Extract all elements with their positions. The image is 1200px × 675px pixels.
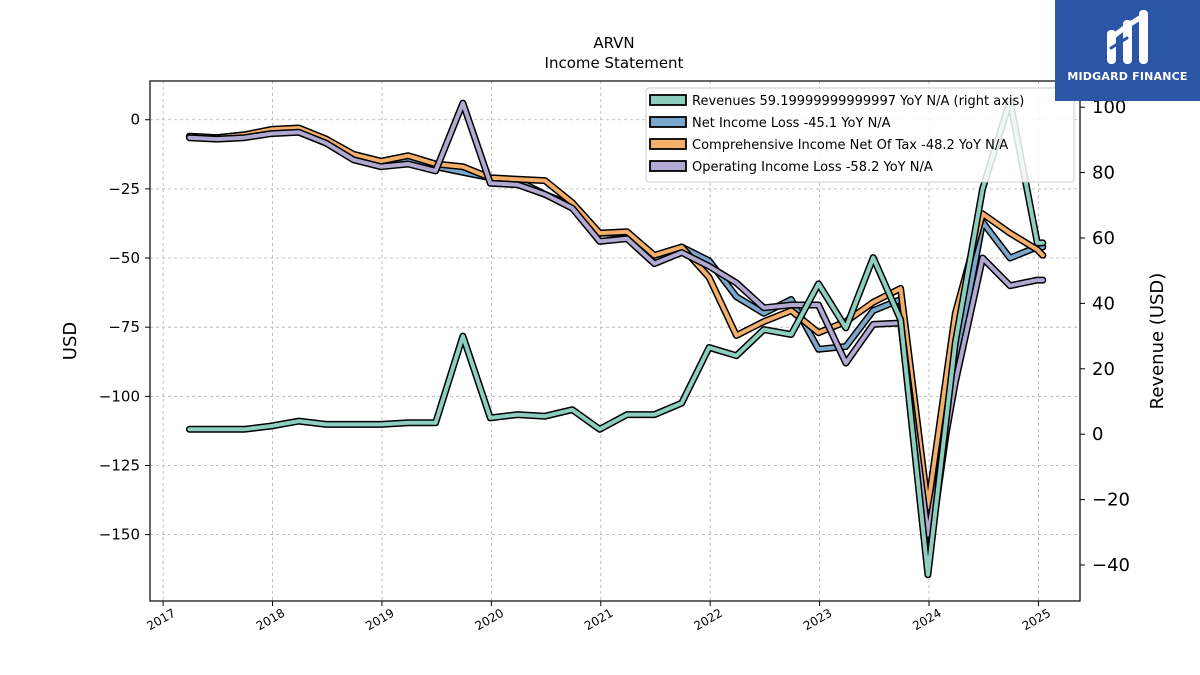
y-tick-label: 0 [130,111,140,129]
y2-tick-label: −40 [1092,555,1130,576]
series-line-revenues [187,98,1045,577]
midgard-m-logo-icon [1107,10,1148,64]
y2-axis-label: Revenue (USD) [1147,273,1168,410]
y-tick-label: −25 [108,180,140,198]
series-lines [185,97,1047,579]
legend-label-comprehensive-income-net-of-tax: Comprehensive Income Net Of Tax -48.2 Yo… [692,138,1008,153]
y-tick-label: −100 [99,387,140,405]
legend-swatch-operating-income-loss [649,160,687,172]
legend: Revenues 59.19999999999997 YoY N/A (righ… [645,87,1075,183]
legend-swatch-comprehensive-income-net-of-tax [649,138,687,150]
y2-tick-label: 60 [1092,228,1115,249]
y2-tick-label: 20 [1092,359,1115,380]
series-line-comprehensive-income-net-of-tax [187,126,1045,509]
y2-tick-label: 100 [1092,97,1126,118]
legend-swatch-revenues [649,94,687,106]
y2-tick-label: 40 [1092,293,1115,314]
y-tick-label: −125 [99,456,140,474]
y2-tick-label: −20 [1092,490,1130,511]
brand-name: MIDGARD FINANCE [1067,70,1188,83]
chart-subtitle: Income Statement [545,54,684,72]
legend-label-revenues: Revenues 59.19999999999997 YoY N/A (righ… [692,94,1024,109]
y-axis-left: 0 −25 −50 −75 −100 −125 −150 [99,111,150,544]
brand-logo: MIDGARD FINANCE [1055,0,1200,101]
y-tick-label: −75 [108,318,140,336]
legend-label-net-income-loss: Net Income Loss -45.1 YoY N/A [692,116,891,131]
y-axis-label: USD [60,322,81,360]
y-tick-label: −150 [99,526,140,544]
y-axis-right: 100 80 60 40 20 0 −20 −40 [1080,97,1130,576]
y2-tick-label: 80 [1092,163,1115,184]
y-tick-label: −50 [108,249,140,267]
legend-box [645,87,1075,183]
y2-tick-label: 0 [1092,424,1103,445]
plot-frame [149,80,1081,602]
legend-swatch-net-income-loss [649,116,687,128]
chart-title: ARVN [593,34,634,52]
legend-label-operating-income-loss: Operating Income Loss -58.2 YoY N/A [692,160,933,175]
